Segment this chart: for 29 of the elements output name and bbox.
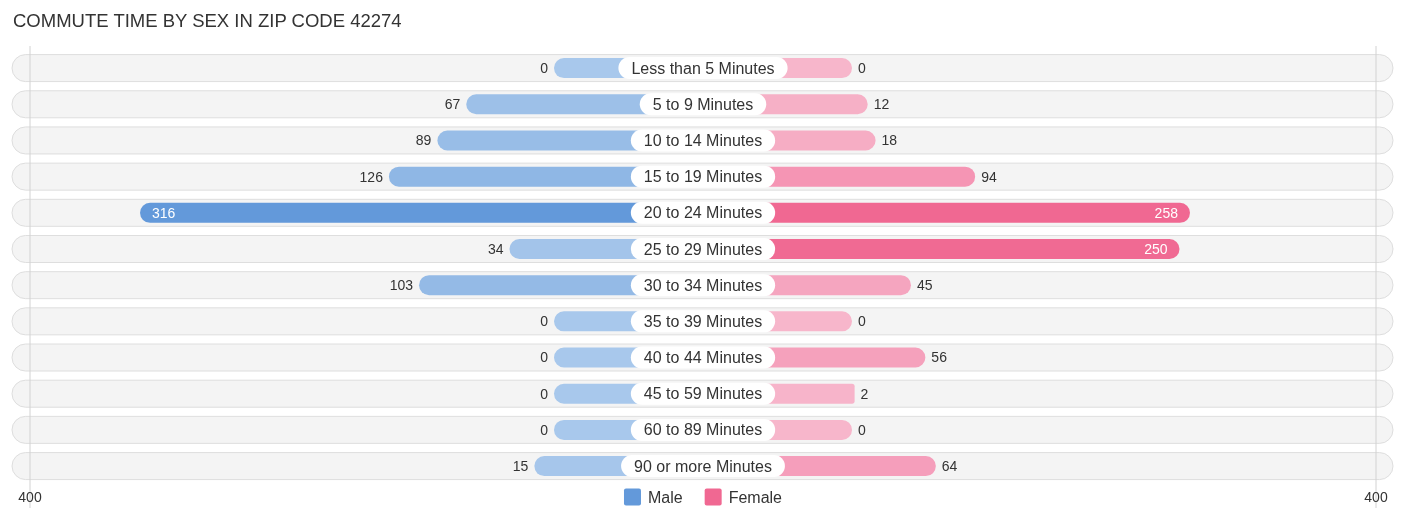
data-label: 103 [389, 277, 414, 294]
x-tick-label: 400 [18, 488, 42, 505]
data-label: 18 [881, 132, 898, 149]
legend-label: Male [647, 488, 683, 506]
data-label: 89 [415, 132, 432, 149]
data-label: 316 [152, 204, 176, 221]
data-label: 126 [359, 168, 384, 185]
data-label: 2 [860, 385, 869, 402]
x-tick-label: 400 [1364, 488, 1388, 505]
data-label: 0 [858, 421, 866, 438]
data-label: 56 [931, 349, 948, 366]
data-label: 0 [540, 421, 549, 438]
data-label: 250 [1144, 240, 1168, 257]
data-label: 45 [916, 277, 933, 294]
legend-label: Female [728, 488, 783, 506]
data-label: 34 [487, 240, 504, 257]
data-label: 64 [941, 457, 958, 474]
data-label: 258 [1154, 204, 1179, 221]
data-label: 0 [540, 385, 549, 402]
chart-title: COMMUTE TIME BY SEX IN ZIP CODE 42274 [13, 10, 402, 31]
data-label: 67 [444, 96, 461, 113]
data-label: 12 [873, 96, 890, 113]
data-label: 0 [540, 349, 549, 366]
data-label: 0 [858, 59, 866, 76]
data-label: 0 [540, 59, 549, 76]
data-label: 94 [981, 168, 997, 185]
data-label: 15 [512, 457, 529, 474]
data-label: 0 [858, 313, 866, 330]
data-label: 0 [540, 313, 549, 330]
